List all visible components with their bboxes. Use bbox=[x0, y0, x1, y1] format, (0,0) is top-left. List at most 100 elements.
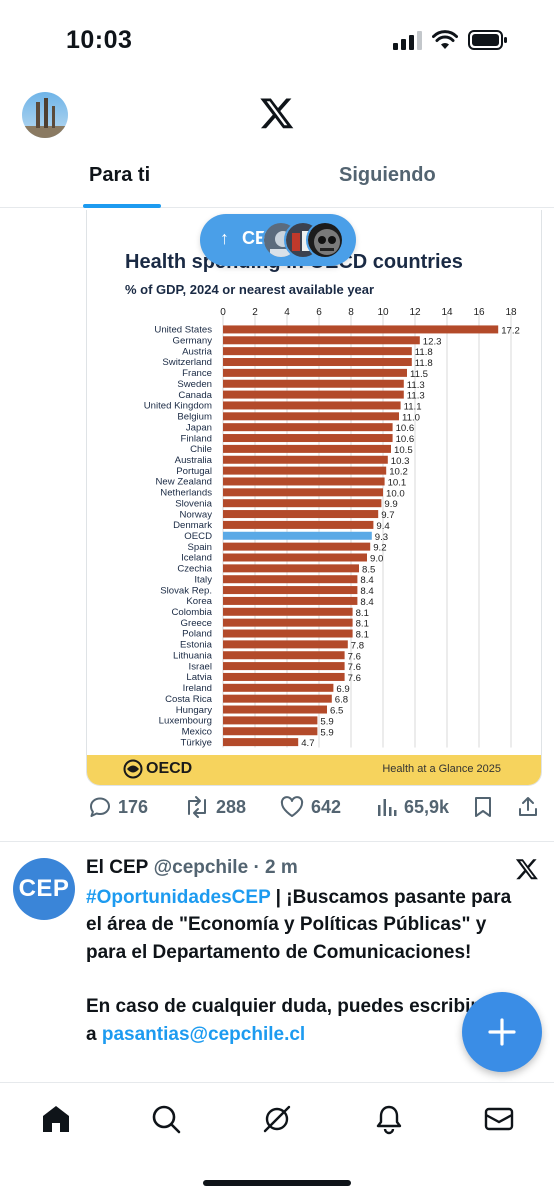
x-tick-label: 18 bbox=[505, 307, 517, 318]
nav-home[interactable] bbox=[40, 1103, 72, 1135]
bookmark-button[interactable] bbox=[472, 795, 494, 819]
chart-bar bbox=[223, 575, 358, 584]
profile-avatar[interactable] bbox=[22, 92, 68, 138]
value-label: 10.5 bbox=[394, 445, 413, 456]
chart-bar bbox=[223, 368, 407, 377]
category-label: Iceland bbox=[181, 553, 212, 564]
chart-gridlines bbox=[222, 314, 512, 748]
value-label: 7.8 bbox=[351, 640, 364, 651]
category-label: Italy bbox=[194, 574, 212, 585]
tweet-text-part1: | ¡Buscamos pasante para el área de "Eco… bbox=[86, 887, 512, 963]
value-label: 5.9 bbox=[320, 716, 333, 727]
category-label: Portugal bbox=[176, 466, 212, 477]
x-tick-label: 0 bbox=[220, 307, 226, 318]
tab-siguiendo[interactable]: Siguiendo bbox=[339, 164, 436, 186]
category-label: Ireland bbox=[183, 683, 212, 694]
wifi-icon bbox=[432, 30, 458, 49]
chart-subtitle: % of GDP, 2024 or nearest available year bbox=[125, 282, 374, 297]
plus-icon bbox=[488, 1018, 516, 1046]
chart-bar bbox=[223, 651, 345, 660]
tweet-text: #OportunidadesCEP | ¡Buscamos pasante pa… bbox=[86, 884, 516, 1048]
bookmark-icon bbox=[475, 797, 491, 817]
value-label: 6.9 bbox=[336, 684, 349, 695]
chart-bar bbox=[223, 401, 401, 410]
chart-bar bbox=[223, 618, 353, 627]
chart-bars bbox=[223, 325, 499, 747]
oecd-logo: OECD bbox=[123, 759, 192, 779]
category-label: United Kingdom bbox=[144, 401, 212, 412]
repost-button[interactable]: 288 bbox=[184, 795, 246, 819]
chart-bar bbox=[223, 347, 412, 356]
views-button[interactable]: 65,9k bbox=[376, 795, 449, 819]
share-button[interactable] bbox=[516, 795, 540, 819]
value-label: 11.8 bbox=[415, 358, 433, 369]
hashtag-link[interactable]: #OportunidadesCEP bbox=[86, 887, 271, 908]
chart-bar bbox=[223, 683, 334, 692]
chart-bar bbox=[223, 596, 358, 605]
chart-bar bbox=[223, 662, 345, 671]
chart-bar bbox=[223, 542, 371, 551]
category-label: Sweden bbox=[177, 379, 212, 390]
category-label: Israel bbox=[189, 661, 212, 672]
tweet-action-bar: 176 288 642 65,9k bbox=[86, 795, 542, 827]
tab-para-ti[interactable]: Para ti bbox=[89, 164, 151, 186]
cellular-signal-icon bbox=[393, 31, 422, 50]
chart-bar bbox=[223, 423, 393, 432]
category-label: OECD bbox=[184, 531, 212, 542]
share-icon bbox=[519, 797, 537, 816]
x-logo-icon[interactable] bbox=[259, 95, 295, 131]
chart-bar bbox=[223, 499, 382, 508]
nav-notifications[interactable] bbox=[373, 1103, 405, 1135]
x-tick-label: 10 bbox=[377, 307, 389, 318]
chart-bar bbox=[223, 607, 353, 616]
author-handle[interactable]: @cepchile bbox=[153, 857, 249, 878]
chart-bar bbox=[223, 705, 327, 714]
category-label: Latvia bbox=[186, 672, 212, 683]
search-icon bbox=[152, 1105, 181, 1134]
value-label: 10.0 bbox=[386, 488, 405, 499]
chart-source: Health at a Glance 2025 bbox=[382, 763, 501, 775]
chart-tick-labels: 0 2 4 6 8 10 12 14 16 18 bbox=[220, 307, 517, 318]
author-name[interactable]: El CEP bbox=[86, 857, 149, 878]
category-label: Spain bbox=[187, 542, 212, 553]
reply-button[interactable]: 176 bbox=[88, 795, 148, 819]
chart-bar bbox=[223, 640, 348, 649]
grok-icon bbox=[263, 1105, 291, 1133]
chart-bar bbox=[223, 672, 345, 681]
value-label: 9.9 bbox=[384, 499, 397, 510]
new-posts-pill[interactable]: ↑ CE bbox=[200, 214, 356, 266]
category-label: Hungary bbox=[176, 705, 212, 716]
chart-bar bbox=[223, 488, 383, 497]
like-icon bbox=[280, 796, 304, 817]
cep-avatar[interactable]: CEP bbox=[13, 858, 75, 920]
value-label: 9.0 bbox=[370, 554, 383, 565]
category-label: New Zealand bbox=[155, 477, 212, 488]
compose-button[interactable] bbox=[462, 992, 542, 1072]
category-label: Colombia bbox=[171, 607, 212, 618]
value-label: 12.3 bbox=[423, 336, 442, 347]
chart-bar bbox=[223, 336, 420, 345]
value-label: 9.2 bbox=[373, 543, 386, 554]
value-label: 4.7 bbox=[301, 738, 314, 749]
tweet-image[interactable]: Health spending in OECD countries % of G… bbox=[86, 210, 542, 786]
value-label: 8.4 bbox=[360, 586, 374, 597]
reply-count: 176 bbox=[118, 796, 149, 817]
repost-count: 288 bbox=[216, 796, 247, 817]
oecd-globe-icon bbox=[123, 759, 143, 779]
chart-bar bbox=[223, 629, 353, 638]
chart-bar bbox=[223, 358, 412, 367]
notifications-icon bbox=[376, 1105, 402, 1135]
category-label: Austria bbox=[182, 346, 213, 357]
value-label: 8.4 bbox=[360, 597, 374, 608]
nav-search[interactable] bbox=[150, 1103, 182, 1135]
x-tick-label: 2 bbox=[252, 307, 258, 318]
timeline-header: Para ti Siguiendo bbox=[0, 80, 554, 208]
like-button[interactable]: 642 bbox=[279, 795, 341, 819]
nav-messages[interactable] bbox=[483, 1103, 515, 1135]
category-label: Estonia bbox=[180, 640, 213, 651]
chart-bar bbox=[223, 434, 393, 443]
email-link[interactable]: pasantias@cepchile.cl bbox=[101, 1023, 306, 1045]
nav-grok[interactable] bbox=[261, 1103, 293, 1135]
category-label: Belgium bbox=[177, 412, 212, 423]
value-label: 11.0 bbox=[402, 412, 420, 423]
